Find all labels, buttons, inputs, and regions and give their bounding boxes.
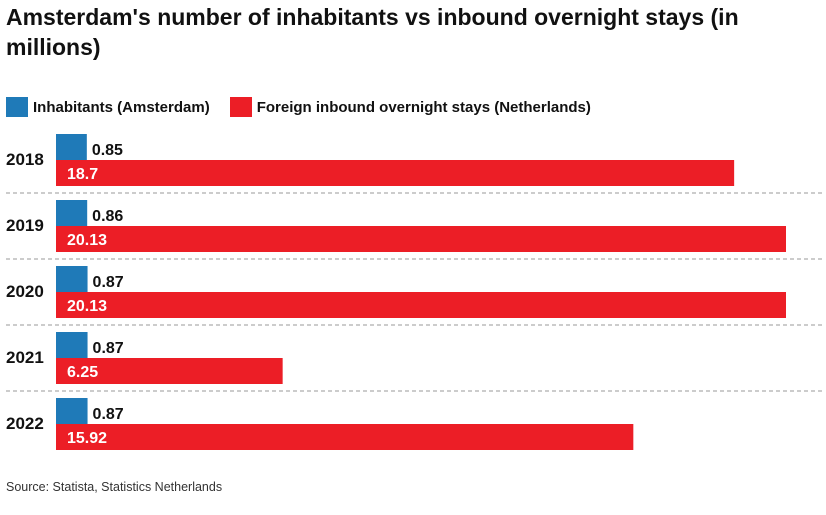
legend-label-inhabitants: Inhabitants (Amsterdam) bbox=[33, 98, 210, 116]
year-label-2020: 2020 bbox=[6, 282, 44, 301]
legend-item-inhabitants: Inhabitants (Amsterdam) bbox=[6, 97, 210, 117]
source-note: Source: Statista, Statistics Netherlands bbox=[6, 480, 223, 494]
value-label-overnight-stays-2020: 20.13 bbox=[67, 298, 107, 315]
value-label-overnight-stays-2019: 20.13 bbox=[67, 232, 107, 249]
chart-legend: Inhabitants (Amsterdam) Foreign inbound … bbox=[6, 96, 591, 118]
bar-chart: 2018 0.85 18.7 2019 0.86 20.13 2020 0.87 20.13 20… bbox=[6, 134, 822, 450]
bar-inhabitants-2019 bbox=[56, 200, 88, 226]
year-label-2021: 2021 bbox=[6, 348, 44, 367]
bar-inhabitants-2022 bbox=[56, 398, 88, 424]
year-label-2018: 2018 bbox=[6, 150, 44, 169]
value-label-inhabitants-2018: 0.85 bbox=[92, 142, 123, 159]
value-label-overnight-stays-2021: 6.25 bbox=[67, 364, 98, 381]
bar-inhabitants-2018 bbox=[56, 134, 87, 160]
year-label-2019: 2019 bbox=[6, 216, 44, 235]
year-label-2022: 2022 bbox=[6, 414, 44, 433]
value-label-inhabitants-2020: 0.87 bbox=[93, 274, 124, 291]
bar-inhabitants-2020 bbox=[56, 266, 88, 292]
value-label-overnight-stays-2022: 15.92 bbox=[67, 430, 107, 447]
legend-item-overnight-stays: Foreign inbound overnight stays (Netherl… bbox=[229, 97, 591, 117]
bar-overnight-stays-2021 bbox=[56, 358, 283, 384]
bar-overnight-stays-2022 bbox=[56, 424, 634, 450]
legend-swatch-overnight-stays bbox=[229, 97, 252, 117]
chart-title: Amsterdam's number of inhabitants vs inb… bbox=[6, 4, 739, 60]
value-label-inhabitants-2022: 0.87 bbox=[93, 406, 124, 423]
value-label-inhabitants-2019: 0.86 bbox=[92, 208, 123, 225]
legend-swatch-inhabitants bbox=[6, 97, 28, 117]
value-label-inhabitants-2021: 0.87 bbox=[93, 340, 124, 357]
bar-overnight-stays-2020 bbox=[56, 292, 786, 318]
bar-overnight-stays-2019 bbox=[56, 226, 786, 252]
value-label-overnight-stays-2018: 18.7 bbox=[67, 166, 98, 183]
bar-overnight-stays-2018 bbox=[56, 160, 735, 186]
bar-inhabitants-2021 bbox=[56, 332, 88, 358]
legend-label-overnight-stays: Foreign inbound overnight stays (Netherl… bbox=[256, 98, 591, 116]
